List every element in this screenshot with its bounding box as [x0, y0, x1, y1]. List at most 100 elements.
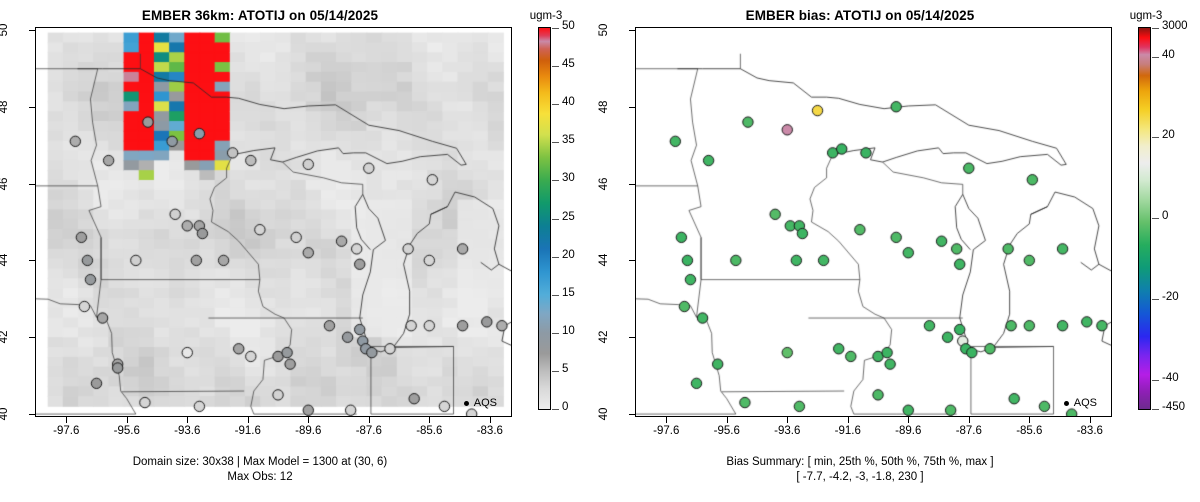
tick-mark	[552, 370, 559, 372]
tick-mark	[552, 104, 559, 106]
map-plot-model[interactable]: AQS	[35, 27, 512, 417]
colorbar-tick: 0	[551, 401, 611, 413]
aqs-marker-icon	[463, 400, 469, 406]
tick-mark	[552, 294, 559, 296]
colorbar-tick: 20	[1151, 129, 1200, 141]
x-axis-tick	[1089, 417, 1091, 423]
y-axis-tick: 46	[0, 177, 35, 190]
x-axis-tick	[66, 417, 68, 423]
x-axis-tick	[847, 417, 849, 423]
y-axis-tick: 50	[598, 24, 635, 36]
x-axis-tick	[666, 417, 668, 423]
x-axis-tick	[1029, 417, 1031, 423]
aqs-legend-bias: AQS	[1063, 397, 1097, 409]
colorbar-tick-label: 15	[562, 286, 575, 299]
tick-mark	[1152, 409, 1159, 410]
colorbar-tick-label: -450	[1162, 401, 1186, 413]
tick-mark	[552, 142, 559, 144]
tick-mark	[629, 260, 635, 262]
colorbar-tick: 0	[1151, 210, 1200, 222]
y-axis-tick-label: 46	[0, 177, 10, 190]
tick-mark	[552, 66, 559, 68]
map-canvas-bias	[636, 28, 1111, 416]
y-axis-bias: 40 42 44 46 48 50	[598, 24, 635, 420]
y-axis-tick-label: 50	[0, 23, 10, 37]
page-title-bias: EMBER bias: ATOTIJ on 05/14/2025	[745, 8, 975, 23]
colorbar-tick: 25	[551, 211, 611, 223]
y-axis-tick-label: 40	[0, 407, 10, 421]
x-axis-tick-label: -89.6	[295, 425, 322, 437]
x-axis-tick-label: -95.6	[713, 425, 740, 437]
colorbar-gradient	[538, 27, 551, 410]
x-axis-tick-label: -87.6	[955, 425, 982, 437]
x-axis-tick	[308, 417, 310, 423]
panel-bias: EMBER bias: ATOTIJ on 05/14/2025 AQS 40 4…	[598, 0, 1200, 502]
x-axis-tick-label: -91.6	[234, 425, 261, 437]
y-axis-tick-label: 44	[598, 254, 610, 267]
y-axis-tick: 42	[0, 331, 35, 344]
tick-mark	[1152, 218, 1159, 220]
y-axis-tick-label: 44	[0, 254, 10, 267]
colorbar-tick-label: 5	[562, 362, 569, 375]
y-axis-tick-label: 42	[598, 330, 610, 344]
colorbar-tick-label: 40	[1162, 48, 1175, 61]
x-axis-tick-label: -97.6	[653, 425, 680, 437]
colorbar-tick: 30	[551, 172, 611, 184]
colorbar-ticks: 0 5 10 15 20 25 30 35 40 45 50	[551, 20, 611, 413]
y-axis-tick: 44	[598, 254, 635, 267]
tick-mark	[552, 180, 559, 182]
colorbar-tick: 15	[551, 287, 611, 299]
y-axis-tick: 40	[0, 408, 35, 420]
tick-mark	[629, 183, 635, 185]
x-axis-tick-label: -97.6	[53, 425, 80, 437]
tick-mark	[1152, 56, 1159, 58]
x-axis-tick	[726, 417, 728, 423]
colorbar-tick: 35	[551, 134, 611, 146]
y-axis-tick-label: 50	[598, 23, 610, 37]
map-canvas-model	[36, 28, 511, 416]
caption-line-1: Domain size: 30x38 | Max Model = 1300 at…	[132, 456, 388, 468]
caption-line-2: Max Obs: 12	[227, 471, 293, 483]
y-axis-tick-label: 48	[598, 100, 610, 114]
y-axis-tick: 46	[598, 177, 635, 190]
colorbar-tick: 3000	[1151, 20, 1200, 32]
page-title: EMBER 36km: ATOTIJ on 05/14/2025	[141, 8, 379, 23]
caption-line-1: Bias Summary: [ min, 25th %, 50th %, 75t…	[726, 456, 994, 468]
tick-mark	[629, 106, 635, 108]
colorbar-tick: 40	[1151, 49, 1200, 61]
colorbar-tick-label: -20	[1162, 290, 1179, 303]
x-axis-tick	[968, 417, 970, 423]
x-axis-tick	[247, 417, 249, 423]
map-plot-bias[interactable]: AQS	[635, 27, 1112, 417]
tick-mark	[29, 106, 35, 108]
x-axis-tick-label: -87.6	[355, 425, 382, 437]
colorbar-units-label: ugm-3	[1129, 10, 1163, 22]
colorbar-tick-label: 45	[562, 58, 575, 71]
colorbar-tick-label: 30	[562, 172, 575, 185]
tick-mark	[1152, 28, 1159, 29]
tick-mark	[552, 28, 559, 29]
x-axis-tick-label: -83.6	[1076, 425, 1103, 437]
y-axis-tick-label: 48	[0, 100, 10, 114]
x-axis-model: -97.6 -95.6 -93.6 -91.6 -89.6 -87.6 -85.6 -83.6	[35, 417, 512, 449]
aqs-marker-icon	[1063, 400, 1069, 406]
x-axis-tick-label: -93.6	[774, 425, 801, 437]
colorbar-tick-label: 25	[562, 210, 575, 223]
y-axis-tick-label: 40	[598, 407, 610, 421]
x-axis-tick-label: -93.6	[174, 425, 201, 437]
colorbar-tick: 40	[551, 96, 611, 108]
colorbar-tick-label: -40	[1162, 371, 1179, 384]
tick-mark	[1152, 379, 1159, 381]
colorbar-tick-label: 20	[1162, 129, 1175, 142]
colorbar-tick: 10	[551, 325, 611, 337]
y-axis-tick-label: 46	[598, 177, 610, 190]
x-axis-tick	[908, 417, 910, 423]
colorbar-tick-label: 3000	[1162, 20, 1188, 32]
x-axis-bias: -97.6 -95.6 -93.6 -91.6 -89.6 -87.6 -85.6 -83.6	[635, 417, 1112, 449]
tick-mark	[629, 29, 635, 31]
x-axis-tick	[368, 417, 370, 423]
tick-mark	[29, 260, 35, 262]
colorbar-tick: 5	[551, 363, 611, 375]
x-axis-tick	[187, 417, 189, 423]
aqs-legend-label: AQS	[1073, 397, 1097, 409]
